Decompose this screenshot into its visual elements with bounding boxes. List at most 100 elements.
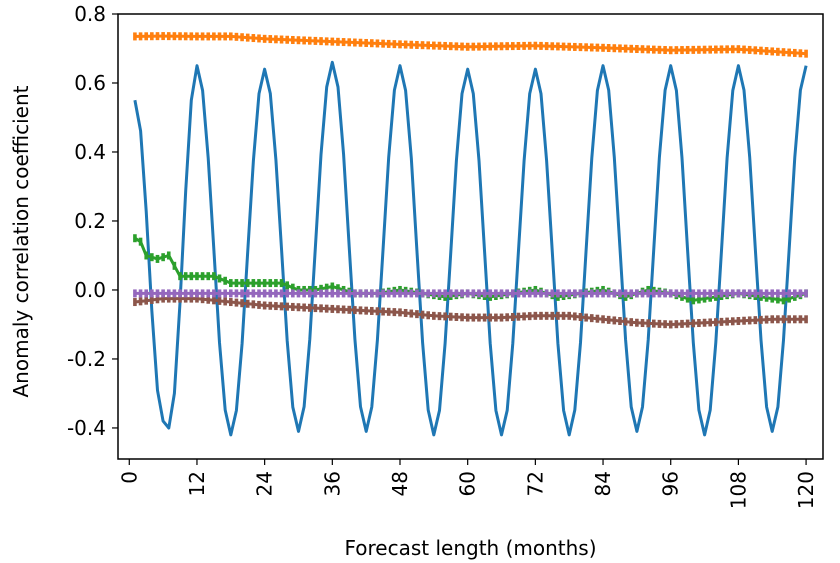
data-point	[206, 289, 211, 298]
data-point	[730, 45, 735, 54]
data-point	[206, 32, 211, 41]
data-point	[358, 38, 363, 47]
data-point	[409, 289, 414, 298]
data-point	[460, 289, 464, 298]
data-point	[702, 45, 707, 54]
data-point	[347, 38, 352, 47]
data-point	[150, 289, 154, 298]
data-point	[217, 274, 222, 283]
data-point	[291, 289, 295, 298]
data-point	[183, 294, 188, 303]
data-point	[640, 289, 645, 298]
data-point	[668, 46, 673, 55]
data-point	[764, 315, 769, 324]
data-point	[138, 237, 143, 246]
data-point	[150, 32, 154, 41]
data-point	[172, 32, 177, 41]
data-point	[257, 300, 261, 309]
data-point	[172, 289, 177, 298]
data-point	[454, 42, 459, 51]
data-point	[663, 46, 667, 55]
data-point	[691, 45, 696, 54]
data-point	[544, 289, 549, 298]
data-point	[567, 42, 571, 51]
data-point	[212, 32, 216, 41]
data-point	[392, 289, 397, 298]
data-point	[714, 289, 718, 298]
data-point	[448, 312, 453, 321]
data-point	[392, 40, 397, 49]
data-point	[550, 289, 555, 298]
data-point	[324, 283, 329, 292]
data-point	[471, 313, 476, 322]
data-point	[708, 45, 712, 54]
x-tick-label: 60	[456, 471, 480, 496]
data-point	[635, 289, 639, 298]
data-point	[482, 289, 487, 298]
y-tick-label: 0.6	[74, 71, 106, 95]
data-point	[764, 293, 769, 302]
data-point	[674, 320, 679, 329]
data-point	[674, 46, 679, 55]
data-point	[279, 302, 284, 311]
data-point	[183, 272, 188, 281]
data-point	[567, 289, 571, 298]
data-point	[776, 47, 780, 56]
data-point	[522, 289, 526, 298]
data-point	[409, 309, 414, 318]
data-point	[550, 42, 555, 51]
data-point	[161, 289, 165, 298]
data-point	[262, 279, 267, 288]
data-point	[285, 281, 289, 290]
data-point	[793, 315, 797, 324]
data-point	[753, 316, 758, 325]
data-point	[166, 294, 171, 303]
data-point	[319, 37, 323, 46]
data-point	[561, 311, 566, 320]
data-point	[781, 315, 786, 324]
data-point	[708, 293, 712, 302]
data-point	[652, 319, 656, 328]
data-point	[595, 289, 600, 298]
data-point	[234, 32, 239, 41]
data-point	[178, 289, 182, 298]
data-point	[578, 289, 583, 298]
data-point	[150, 295, 154, 304]
data-point	[787, 289, 791, 298]
data-point	[415, 40, 419, 49]
y-tick-label: -0.4	[67, 416, 106, 440]
data-point	[302, 303, 306, 312]
data-point	[606, 289, 611, 298]
data-point	[544, 311, 549, 320]
data-point	[697, 45, 701, 54]
data-point	[313, 36, 318, 45]
data-point	[674, 289, 679, 298]
data-point	[629, 44, 634, 53]
data-point	[420, 289, 425, 298]
data-point	[155, 289, 160, 298]
data-point	[268, 279, 273, 288]
data-point	[477, 289, 481, 298]
data-point	[804, 289, 808, 298]
data-point	[742, 316, 746, 325]
data-point	[437, 289, 442, 298]
data-point	[730, 317, 735, 326]
data-point	[742, 45, 746, 54]
data-point	[702, 318, 707, 327]
data-point	[663, 320, 667, 329]
data-point	[251, 289, 256, 298]
data-point	[166, 289, 171, 298]
x-tick-label: 96	[659, 471, 683, 496]
data-point	[443, 312, 447, 321]
data-point	[702, 289, 707, 298]
data-point	[364, 306, 368, 315]
data-point	[635, 318, 639, 327]
data-point	[341, 289, 346, 298]
data-point	[663, 289, 667, 298]
data-point	[527, 312, 532, 321]
data-point	[753, 46, 758, 55]
data-point	[804, 49, 808, 58]
data-point	[747, 289, 752, 298]
data-point	[499, 289, 504, 298]
data-point	[189, 294, 194, 303]
